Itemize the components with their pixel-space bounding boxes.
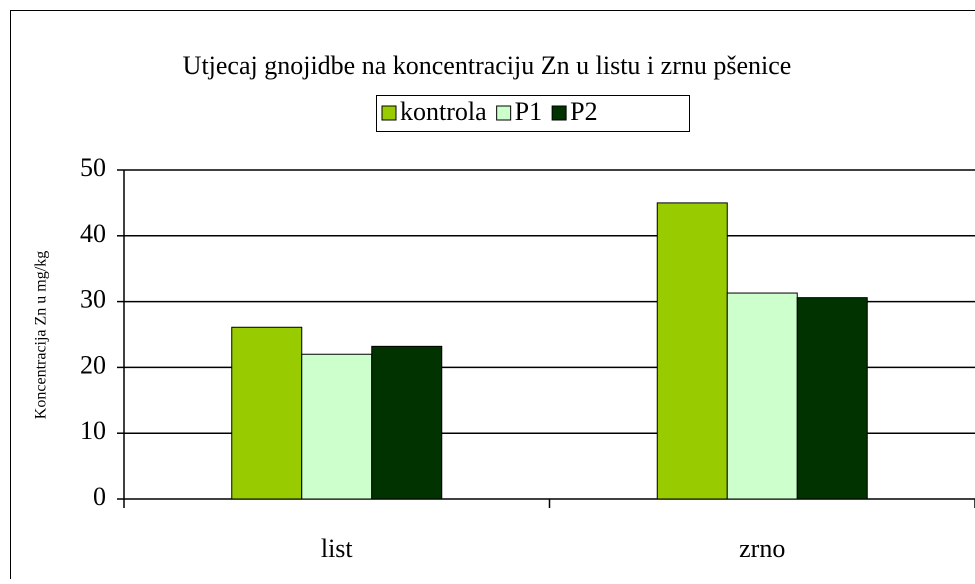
y-tick-label: 0 bbox=[93, 482, 106, 511]
chart-title: Utjecaj gnojidbe na koncentraciju Zn u l… bbox=[183, 51, 792, 80]
bar bbox=[797, 298, 867, 499]
y-tick-label: 20 bbox=[80, 350, 106, 379]
x-tick-label: list bbox=[321, 534, 354, 563]
bar bbox=[302, 354, 372, 499]
legend-label: P1 bbox=[515, 97, 542, 126]
x-tick-label: zrno bbox=[739, 534, 785, 563]
legend-swatch bbox=[497, 106, 511, 120]
legend-swatch bbox=[382, 106, 396, 120]
legend-swatch bbox=[552, 106, 566, 120]
y-tick-label: 50 bbox=[80, 153, 106, 182]
y-tick-label: 40 bbox=[80, 219, 106, 248]
y-axis-label: Koncentracija Zn u mg/kg bbox=[33, 251, 50, 419]
bar bbox=[372, 346, 442, 499]
bar bbox=[727, 293, 797, 499]
bar bbox=[657, 203, 727, 499]
y-tick-label: 30 bbox=[80, 285, 106, 314]
y-tick-label: 10 bbox=[80, 416, 106, 445]
bar bbox=[232, 327, 302, 499]
legend-label: kontrola bbox=[400, 97, 487, 126]
legend-label: P2 bbox=[570, 97, 597, 126]
